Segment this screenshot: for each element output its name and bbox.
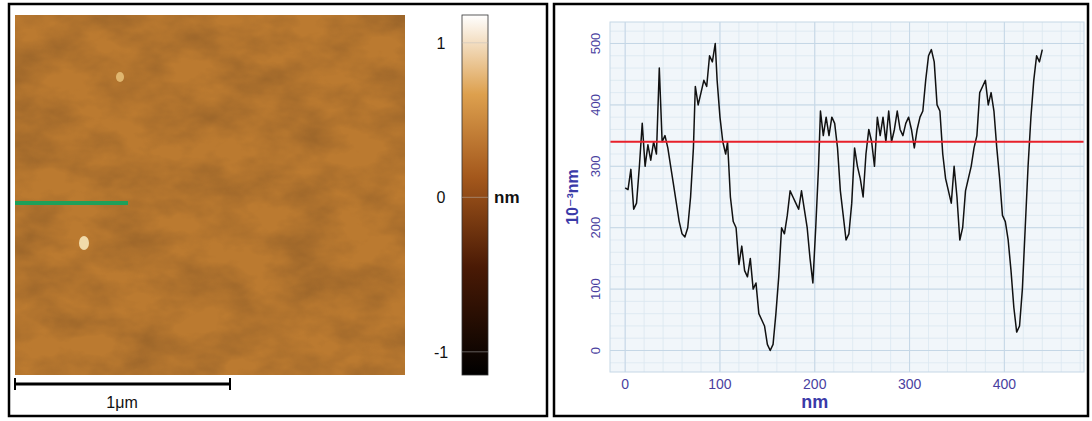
minor-grid — [947, 22, 948, 372]
colorbar-label: nm — [494, 188, 520, 207]
y-grid-line — [610, 350, 1084, 351]
minor-grid — [610, 325, 1084, 326]
minor-grid — [610, 31, 1084, 32]
x-grid-line — [1004, 22, 1005, 372]
scale-bar-end — [229, 378, 231, 390]
minor-grid — [1061, 22, 1062, 372]
y-tick-label: 500 — [588, 33, 603, 55]
minor-grid — [610, 178, 1084, 179]
x-tick-label: 100 — [708, 376, 732, 392]
minor-grid — [966, 22, 967, 372]
colorbar-tick-label: 1 — [437, 35, 446, 52]
grid — [610, 22, 1084, 372]
x-grid-line — [719, 22, 720, 372]
minor-grid — [610, 55, 1084, 56]
minor-grid — [610, 338, 1084, 339]
y-tick-label: 200 — [588, 217, 603, 239]
colorbar-tick-label: -1 — [434, 344, 448, 361]
minor-grid — [610, 129, 1084, 130]
minor-grid — [610, 362, 1084, 363]
minor-grid — [909, 22, 910, 372]
y-tick-label: 300 — [588, 155, 603, 177]
x-tick-label: 200 — [803, 376, 827, 392]
x-grid-line — [625, 22, 626, 372]
y-grid-line — [610, 104, 1084, 105]
minor-grid — [757, 22, 758, 372]
reference-line — [610, 141, 1084, 143]
colorbar-tick — [462, 351, 488, 352]
minor-grid — [833, 22, 834, 372]
scale-bar-end — [14, 378, 16, 390]
panel-frame — [9, 4, 547, 416]
minor-grid — [610, 117, 1084, 118]
data-group — [610, 43, 1084, 350]
afm-texture — [15, 15, 405, 375]
minor-grid — [871, 22, 872, 372]
minor-grid — [610, 141, 1084, 142]
minor-grid — [625, 22, 626, 372]
minor-grid — [776, 22, 777, 372]
minor-grid — [1080, 22, 1081, 372]
colorbar-tick — [462, 197, 488, 198]
panel-frame — [554, 4, 1088, 416]
minor-grid — [701, 22, 702, 372]
minor-grid — [610, 190, 1084, 191]
minor-grid — [610, 68, 1084, 69]
minor-grid — [1042, 22, 1043, 372]
y-tick-label: 100 — [588, 278, 603, 300]
minor-grid — [610, 350, 1084, 351]
minor-grid — [610, 92, 1084, 93]
minor-grid — [610, 215, 1084, 216]
minor-grid — [610, 203, 1084, 204]
colorbar-tick-label: 0 — [437, 189, 446, 206]
minor-grid — [610, 80, 1084, 81]
minor-grid — [928, 22, 929, 372]
minor-grid — [985, 22, 986, 372]
minor-grid — [610, 252, 1084, 253]
afm-image — [15, 15, 405, 375]
x-grid-line — [814, 22, 815, 372]
minor-grid — [610, 104, 1084, 105]
minor-grid — [1023, 22, 1024, 372]
minor-grid — [644, 22, 645, 372]
minor-grid — [610, 276, 1084, 277]
plot-frame — [610, 22, 1084, 372]
minor-grid — [890, 22, 891, 372]
y-grid-line — [610, 166, 1084, 167]
y-axis-title: 10⁻³nm — [564, 169, 581, 225]
scale-bar-label: 1μm — [106, 394, 137, 411]
minor-grid — [738, 22, 739, 372]
y-grid-line — [610, 43, 1084, 44]
plot-background — [610, 22, 1084, 372]
x-tick-label: 300 — [898, 376, 922, 392]
minor-grid — [610, 313, 1084, 314]
minor-grid — [682, 22, 683, 372]
y-tick-label: 0 — [588, 347, 603, 354]
minor-grid — [814, 22, 815, 372]
profile-line — [625, 43, 1042, 350]
minor-grid — [795, 22, 796, 372]
profile-line — [15, 201, 128, 205]
minor-grid — [610, 166, 1084, 167]
scale-bar — [15, 383, 230, 386]
minor-grid — [610, 154, 1084, 155]
x-tick-label: 400 — [993, 376, 1017, 392]
afm-feature — [79, 236, 89, 250]
minor-grid — [610, 43, 1084, 44]
x-grid-line — [909, 22, 910, 372]
minor-grid — [663, 22, 664, 372]
x-tick-label: 0 — [621, 376, 629, 392]
minor-grid — [1004, 22, 1005, 372]
y-tick-label: 400 — [588, 94, 603, 116]
colorbar-tick — [462, 42, 488, 43]
minor-grid — [610, 264, 1084, 265]
x-axis-title: nm — [801, 392, 828, 412]
minor-grid — [719, 22, 720, 372]
colorbar — [462, 15, 488, 375]
afm-feature — [116, 72, 124, 82]
